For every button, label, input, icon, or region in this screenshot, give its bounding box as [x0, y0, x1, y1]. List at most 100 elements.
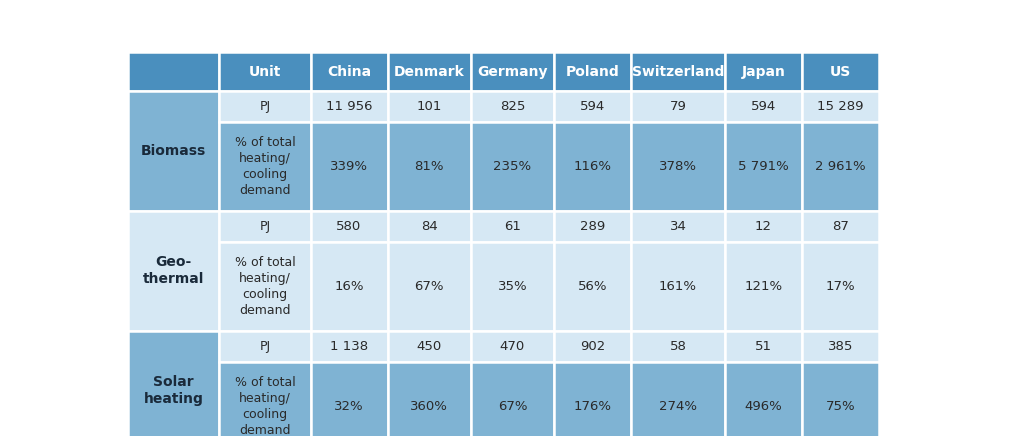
Text: 2 961%: 2 961%: [815, 160, 865, 173]
Bar: [128, 211, 219, 330]
Text: 101: 101: [417, 100, 442, 113]
Text: PJ: PJ: [259, 220, 270, 233]
Bar: [631, 242, 725, 330]
Bar: [554, 362, 631, 436]
Text: Switzerland: Switzerland: [632, 65, 724, 78]
Bar: [631, 91, 725, 122]
Text: 81%: 81%: [415, 160, 444, 173]
Text: 35%: 35%: [498, 280, 527, 293]
Text: 450: 450: [417, 340, 441, 353]
Bar: [310, 242, 387, 330]
Text: 17%: 17%: [825, 280, 855, 293]
Bar: [554, 52, 631, 91]
Text: 385: 385: [827, 340, 853, 353]
Text: 32%: 32%: [334, 400, 364, 412]
Bar: [387, 330, 471, 362]
Text: 56%: 56%: [578, 280, 607, 293]
Text: 51: 51: [755, 340, 772, 353]
Bar: [802, 52, 879, 91]
Bar: [554, 91, 631, 122]
Bar: [310, 362, 387, 436]
Bar: [471, 122, 554, 211]
Text: 378%: 378%: [659, 160, 697, 173]
Text: 34: 34: [670, 220, 686, 233]
Text: 61: 61: [504, 220, 521, 233]
Text: Solar
heating: Solar heating: [143, 375, 204, 406]
Text: 470: 470: [500, 340, 525, 353]
Text: Poland: Poland: [566, 65, 620, 78]
Bar: [725, 91, 802, 122]
Bar: [471, 211, 554, 242]
Bar: [471, 330, 554, 362]
Text: 235%: 235%: [494, 160, 531, 173]
Bar: [387, 122, 471, 211]
Bar: [802, 122, 879, 211]
Bar: [554, 242, 631, 330]
Bar: [725, 52, 802, 91]
Bar: [310, 122, 387, 211]
Text: Biomass: Biomass: [141, 144, 206, 158]
Text: Germany: Germany: [477, 65, 548, 78]
Text: 121%: 121%: [744, 280, 782, 293]
Bar: [725, 330, 802, 362]
Bar: [387, 242, 471, 330]
Text: 902: 902: [580, 340, 605, 353]
Text: 16%: 16%: [334, 280, 364, 293]
Text: PJ: PJ: [259, 340, 270, 353]
Bar: [219, 122, 310, 211]
Bar: [631, 52, 725, 91]
Bar: [387, 211, 471, 242]
Text: 15 289: 15 289: [817, 100, 863, 113]
Bar: [310, 52, 387, 91]
Text: Denmark: Denmark: [394, 65, 465, 78]
Bar: [725, 242, 802, 330]
Bar: [471, 52, 554, 91]
Bar: [631, 211, 725, 242]
Bar: [128, 330, 219, 436]
Text: 87: 87: [831, 220, 849, 233]
Text: US: US: [829, 65, 851, 78]
Text: % of total
heating/
cooling
demand: % of total heating/ cooling demand: [234, 256, 295, 317]
Bar: [471, 91, 554, 122]
Bar: [802, 211, 879, 242]
Bar: [387, 52, 471, 91]
Text: 11 956: 11 956: [326, 100, 373, 113]
Bar: [310, 91, 387, 122]
Bar: [554, 211, 631, 242]
Text: PJ: PJ: [259, 100, 270, 113]
Text: 116%: 116%: [573, 160, 611, 173]
Text: 12: 12: [755, 220, 772, 233]
Bar: [387, 91, 471, 122]
Bar: [219, 362, 310, 436]
Text: 67%: 67%: [498, 400, 527, 412]
Text: 496%: 496%: [744, 400, 782, 412]
Bar: [219, 211, 310, 242]
Bar: [802, 330, 879, 362]
Text: % of total
heating/
cooling
demand: % of total heating/ cooling demand: [234, 376, 295, 436]
Bar: [310, 211, 387, 242]
Text: 594: 594: [751, 100, 776, 113]
Bar: [631, 122, 725, 211]
Bar: [802, 362, 879, 436]
Bar: [128, 91, 219, 211]
Bar: [802, 242, 879, 330]
Bar: [310, 330, 387, 362]
Text: 594: 594: [580, 100, 605, 113]
Bar: [802, 91, 879, 122]
Text: 274%: 274%: [659, 400, 697, 412]
Text: Geo-
thermal: Geo- thermal: [143, 255, 205, 286]
Bar: [219, 52, 310, 91]
Bar: [725, 362, 802, 436]
Text: 580: 580: [337, 220, 361, 233]
Bar: [725, 211, 802, 242]
Bar: [219, 242, 310, 330]
Bar: [554, 330, 631, 362]
Text: 161%: 161%: [659, 280, 697, 293]
Text: 176%: 176%: [573, 400, 611, 412]
Bar: [128, 52, 219, 91]
Text: 58: 58: [670, 340, 686, 353]
Text: 360%: 360%: [411, 400, 449, 412]
Text: Japan: Japan: [741, 65, 785, 78]
Text: China: China: [327, 65, 371, 78]
Bar: [631, 330, 725, 362]
